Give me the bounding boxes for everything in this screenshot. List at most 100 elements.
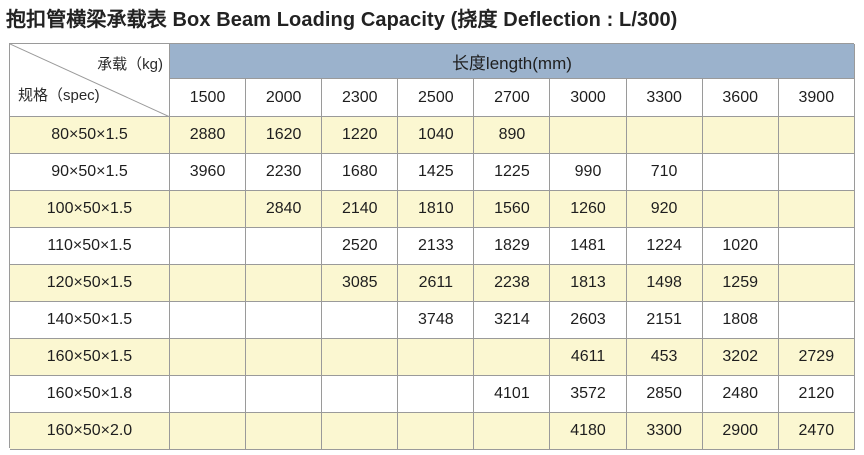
capacity-cell: 2850	[626, 376, 703, 413]
capacity-cell: 1810	[398, 191, 475, 228]
capacity-cell: 4611	[550, 339, 627, 376]
length-column-header: 2300	[322, 79, 399, 117]
capacity-cell: 1813	[550, 265, 627, 302]
capacity-cell	[550, 117, 627, 154]
capacity-cell: 920	[626, 191, 703, 228]
capacity-cell: 1680	[322, 154, 399, 191]
capacity-cell	[246, 265, 323, 302]
capacity-cell	[322, 302, 399, 339]
capacity-cell	[322, 339, 399, 376]
capacity-cell: 2900	[702, 413, 779, 450]
spec-cell: 160×50×2.0	[10, 413, 170, 450]
capacity-cell	[778, 302, 855, 339]
capacity-cell: 1560	[474, 191, 551, 228]
capacity-cell: 4101	[474, 376, 551, 413]
capacity-cell: 2729	[778, 339, 855, 376]
capacity-cell	[170, 265, 247, 302]
capacity-cell	[170, 413, 247, 450]
load-capacity-table: 承载（kg) 规格（spec) 长度length(mm) 1500 2000 230…	[9, 43, 855, 450]
capacity-cell	[702, 191, 779, 228]
capacity-cell: 1481	[550, 228, 627, 265]
capacity-cell	[778, 265, 855, 302]
capacity-cell	[398, 413, 475, 450]
capacity-cell: 3960	[170, 154, 247, 191]
page-title: 抱扣管横梁承载表 Box Beam Loading Capacity (挠度 D…	[6, 9, 678, 31]
length-header: 长度length(mm)	[170, 44, 855, 79]
capacity-cell	[474, 339, 551, 376]
capacity-cell	[170, 302, 247, 339]
spec-cell: 120×50×1.5	[10, 265, 170, 302]
capacity-cell	[702, 154, 779, 191]
length-column-header: 3300	[626, 79, 703, 117]
capacity-cell	[702, 117, 779, 154]
capacity-cell: 1220	[322, 117, 399, 154]
capacity-cell: 2151	[626, 302, 703, 339]
capacity-cell: 2603	[550, 302, 627, 339]
capacity-cell: 1260	[550, 191, 627, 228]
capacity-cell	[246, 376, 323, 413]
spec-cell: 160×50×1.5	[10, 339, 170, 376]
spec-cell: 100×50×1.5	[10, 191, 170, 228]
capacity-cell	[246, 302, 323, 339]
capacity-cell: 2133	[398, 228, 475, 265]
capacity-cell: 1425	[398, 154, 475, 191]
capacity-cell	[778, 154, 855, 191]
capacity-cell	[170, 339, 247, 376]
capacity-cell: 1829	[474, 228, 551, 265]
spec-cell: 110×50×1.5	[10, 228, 170, 265]
capacity-cell	[474, 413, 551, 450]
capacity-cell	[398, 376, 475, 413]
capacity-cell: 2480	[702, 376, 779, 413]
spec-label: 规格（spec)	[18, 87, 100, 104]
capacity-cell: 1225	[474, 154, 551, 191]
spec-cell: 90×50×1.5	[10, 154, 170, 191]
capacity-cell: 2120	[778, 376, 855, 413]
capacity-cell: 3572	[550, 376, 627, 413]
capacity-cell: 453	[626, 339, 703, 376]
capacity-cell: 3748	[398, 302, 475, 339]
length-column-header: 1500	[170, 79, 247, 117]
capacity-cell: 1620	[246, 117, 323, 154]
capacity-cell: 1808	[702, 302, 779, 339]
length-column-header: 2700	[474, 79, 551, 117]
capacity-cell	[170, 228, 247, 265]
capacity-cell	[322, 376, 399, 413]
capacity-cell: 710	[626, 154, 703, 191]
length-column-header: 3600	[702, 79, 779, 117]
capacity-cell: 1498	[626, 265, 703, 302]
capacity-cell: 1224	[626, 228, 703, 265]
length-column-header: 2500	[398, 79, 475, 117]
length-column-header: 3000	[550, 79, 627, 117]
capacity-cell	[246, 413, 323, 450]
capacity-cell: 2520	[322, 228, 399, 265]
capacity-cell: 2880	[170, 117, 247, 154]
capacity-cell: 2238	[474, 265, 551, 302]
capacity-cell: 4180	[550, 413, 627, 450]
capacity-cell	[170, 376, 247, 413]
capacity-cell: 3214	[474, 302, 551, 339]
capacity-cell	[246, 339, 323, 376]
capacity-cell	[778, 191, 855, 228]
capacity-cell	[170, 191, 247, 228]
load-unit-label: 承载（kg)	[97, 56, 163, 73]
capacity-cell: 2230	[246, 154, 323, 191]
capacity-cell: 990	[550, 154, 627, 191]
capacity-cell: 3085	[322, 265, 399, 302]
length-column-header: 3900	[778, 79, 855, 117]
spec-cell: 140×50×1.5	[10, 302, 170, 339]
capacity-cell: 890	[474, 117, 551, 154]
capacity-cell: 2470	[778, 413, 855, 450]
capacity-cell: 2611	[398, 265, 475, 302]
capacity-cell: 2840	[246, 191, 323, 228]
corner-diagonal-line	[10, 44, 169, 116]
capacity-cell: 1259	[702, 265, 779, 302]
capacity-cell	[246, 228, 323, 265]
capacity-cell	[778, 117, 855, 154]
length-column-header: 2000	[246, 79, 323, 117]
capacity-cell	[778, 228, 855, 265]
capacity-cell	[626, 117, 703, 154]
spec-cell: 160×50×1.8	[10, 376, 170, 413]
capacity-cell: 1040	[398, 117, 475, 154]
capacity-cell: 3300	[626, 413, 703, 450]
table-corner-header: 承载（kg) 规格（spec)	[10, 44, 170, 117]
